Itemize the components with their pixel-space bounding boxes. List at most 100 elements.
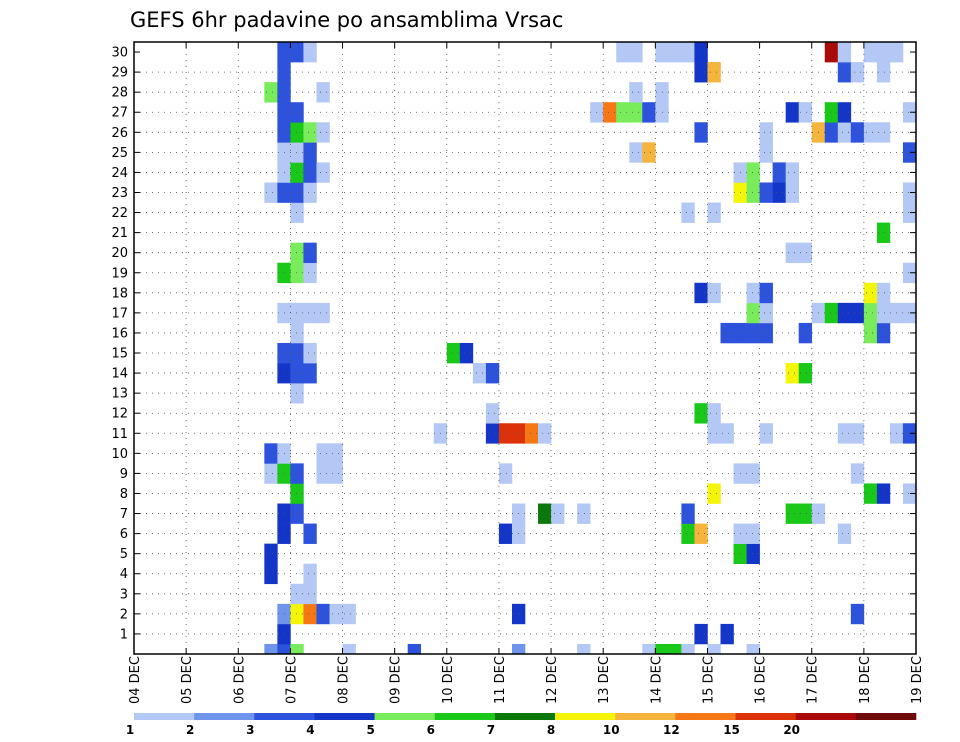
heatmap-cell [759,182,773,203]
heatmap-cell [316,302,330,324]
heatmap-cell [277,643,291,655]
heatmap-cell [681,42,695,63]
legend-color-swatch [314,713,375,720]
y-tick-label: 24 [111,166,128,181]
heatmap-cell [446,342,461,364]
heatmap-cell [850,302,865,324]
chart-title: GEFS 6hr padavine po ansamblima Vrsac [130,8,563,32]
x-tick-label: 17 DEC [806,656,821,704]
y-tick-label: 15 [111,347,128,362]
heatmap-cell [902,142,917,163]
heatmap-cell [746,643,760,655]
heatmap-cell [902,202,917,223]
heatmap-cell [824,42,839,63]
heatmap-cell [759,142,773,163]
x-tick-label: 08 DEC [337,656,352,704]
heatmap-cell [837,122,852,143]
heatmap-cell [290,643,304,655]
heatmap-cell [707,282,721,304]
heatmap-cells [251,42,917,655]
heatmap-cell [498,463,513,484]
heatmap-cell [759,282,773,304]
heatmap-cell [290,142,304,163]
heatmap-cell [902,262,917,284]
heatmap-cell [837,302,852,324]
legend-color-swatch [374,713,436,720]
heatmap-cell [850,423,865,444]
heatmap-cell [902,102,917,123]
heatmap-cell [303,342,317,364]
heatmap-cell [863,302,878,324]
heatmap-cell [303,583,317,605]
heatmap-cell [850,603,865,625]
heatmap-cell [876,122,891,143]
heatmap-cell [707,62,721,83]
y-tick-label: 21 [111,226,128,241]
legend-color-swatch [434,713,496,720]
heatmap-cell [485,363,500,384]
heatmap-cell [785,102,799,123]
heatmap-cell [290,603,304,625]
heatmap-cell [459,342,474,364]
y-tick-label: 6 [120,527,128,542]
y-axis: 1234567891011121314151617181920212223242… [111,46,916,642]
heatmap-cell [681,202,695,223]
y-tick-label: 4 [120,567,128,582]
heatmap-cell [785,242,799,264]
legend-label: 12 [663,723,680,737]
y-tick-label: 5 [120,547,128,562]
y-tick-label: 22 [111,206,128,221]
heatmap-cell [342,603,356,625]
heatmap-cell [759,302,773,324]
heatmap-cell [746,322,760,344]
heatmap-cell [511,643,526,655]
y-tick-label: 18 [111,286,128,301]
heatmap-cell [876,222,891,243]
heatmap-cell [720,322,734,344]
heatmap-cell [720,423,734,444]
heatmap-cell [329,463,343,484]
plot-frame [133,41,917,655]
heatmap-cell [850,122,865,143]
heatmap-cell [902,483,917,504]
heatmap-cell [746,543,760,565]
heatmap-cell [824,302,839,324]
heatmap-cell [876,42,891,63]
heatmap-cell [694,403,708,424]
x-axis: 04 DEC 05 DEC 06 DEC 07 DEC 08 DEC 09 DEC 10 D… [128,42,925,704]
heatmap-cell [876,62,891,83]
heatmap-cell [707,403,721,424]
heatmap-cell [746,282,760,304]
heatmap-cell [876,483,891,504]
heatmap-cell [316,82,330,103]
y-tick-label: 20 [111,246,128,261]
legend-color-swatch [795,713,857,720]
legend-label: 1 [126,723,134,737]
heatmap-cell [485,423,500,444]
heatmap-cell [798,322,813,344]
legend-label: 7 [487,723,495,737]
y-tick-label: 10 [111,447,128,462]
x-tick-label: 15 DEC [701,656,716,704]
x-tick-label: 14 DEC [649,656,664,704]
x-tick-label: 04 DEC [128,656,143,704]
heatmap-cell [798,242,813,264]
heatmap-cell [694,282,708,304]
heatmap-cell [824,102,839,123]
heatmap-cell [798,503,813,524]
y-tick-label: 19 [111,266,128,281]
heatmap-cell [303,42,317,63]
y-tick-label: 7 [120,507,128,522]
heatmap-cell [290,363,304,384]
heatmap-cell [290,202,304,223]
heatmap-cell [316,463,330,484]
legend-color-swatch [855,713,917,720]
heatmap-cell [290,122,304,143]
heatmap-cell [290,463,304,484]
heatmap-cell [290,262,304,284]
heatmap-cell [290,242,304,264]
heatmap-cell [694,122,708,143]
heatmap-cell [316,443,330,464]
y-tick-label: 2 [120,607,128,622]
